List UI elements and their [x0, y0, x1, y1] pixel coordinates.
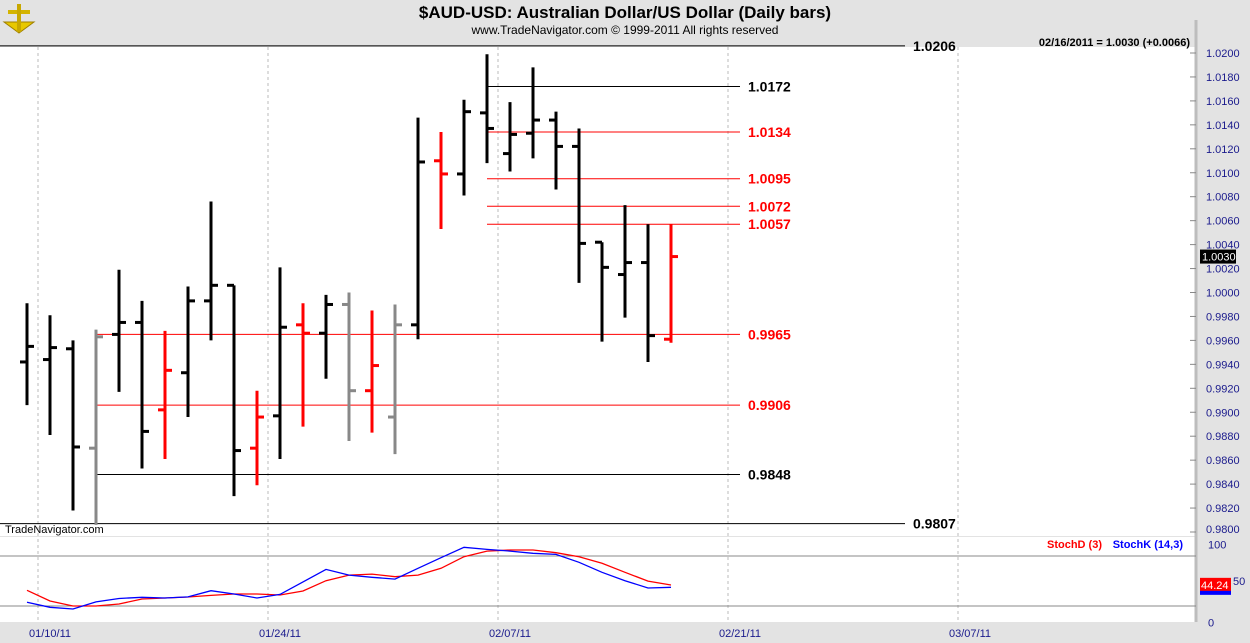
ohlc-bar	[20, 303, 34, 406]
ohlc-bar	[388, 304, 402, 455]
ohlc-bar	[250, 390, 264, 486]
level-label: 0.9848	[748, 467, 791, 483]
ohlc-bar	[503, 102, 517, 172]
x-tick-label: 02/07/11	[489, 628, 531, 640]
ohlc-bar	[112, 269, 126, 392]
ohlc-bar	[572, 128, 586, 283]
level-label: 0.9807	[913, 516, 956, 532]
y-tick-label: 1.0200	[1206, 48, 1240, 60]
y-tick-label: 1.0000	[1206, 288, 1240, 300]
last-price-badge	[1200, 249, 1236, 264]
y-tick-label: 0.9900	[1206, 407, 1240, 419]
ohlc-bar	[273, 267, 287, 459]
ohlc-bar	[158, 330, 172, 459]
level-label: 1.0072	[748, 198, 791, 214]
y-tick-label: 1.0180	[1206, 72, 1240, 84]
level-label: 1.0134	[748, 124, 791, 140]
ohlc-bar	[342, 292, 356, 441]
ohlc-bar	[641, 224, 655, 362]
copyright: www.TradeNavigator.com © 1999-2011 All r…	[471, 23, 779, 37]
y-tick-label: 1.0080	[1206, 192, 1240, 204]
x-tick-label: 03/07/11	[949, 628, 991, 640]
ohlc-bar	[595, 240, 609, 342]
price-panel[interactable]	[0, 47, 1196, 536]
y-tick-label: 0.9940	[1206, 359, 1240, 371]
level-label: 1.0172	[748, 79, 791, 95]
x-tick-label: 01/10/11	[29, 628, 71, 640]
ohlc-bar	[66, 340, 80, 511]
watermark: TradeNavigator.com	[5, 524, 104, 536]
ohlc-bar	[434, 132, 448, 230]
stoch-panel[interactable]	[0, 537, 1196, 622]
stoch-last-label: 44.24	[1201, 580, 1229, 592]
level-label: 1.0095	[748, 171, 791, 187]
ohlc-bar	[319, 294, 333, 379]
ohlc-bar	[411, 117, 425, 340]
x-tick-label: 02/21/11	[719, 628, 761, 640]
y-tick-label: 1.0020	[1206, 264, 1240, 276]
ohlc-bar	[204, 201, 218, 341]
stochk-legend: StochK (14,3)	[1113, 539, 1184, 551]
ohlc-bar	[135, 300, 149, 469]
ohlc-bar	[457, 99, 471, 196]
last-price-label: 1.0030	[1202, 252, 1236, 264]
y-tick-label: 1.0120	[1206, 144, 1240, 156]
ohlc-bar	[296, 303, 310, 427]
level-label: 1.0057	[748, 216, 791, 232]
y-tick-label: 0.9980	[1206, 311, 1240, 323]
y-tick-label: 0.9820	[1206, 503, 1240, 515]
y-tick-label: 1.0060	[1206, 216, 1240, 228]
quote-readout: 02/16/2011 = 1.0030 (+0.0066)	[1039, 37, 1190, 49]
y-tick-label: 0.9960	[1206, 335, 1240, 347]
sextant-logo	[2, 4, 36, 34]
y-tick-label: 0.9880	[1206, 431, 1240, 443]
level-label: 0.9906	[748, 397, 791, 413]
y-tick-label: 1.0040	[1206, 240, 1240, 252]
ohlc-bar	[549, 111, 563, 190]
level-label: 1.0206	[913, 38, 956, 54]
y-tick-label: 0.9860	[1206, 455, 1240, 467]
y-tick-label: 1.0100	[1206, 168, 1240, 180]
stoch-d-badge	[1200, 577, 1231, 591]
stochd-legend: StochD (3)	[1047, 539, 1102, 551]
y-tick-label: 0.9840	[1206, 479, 1240, 491]
y-tick-label: 0.9800	[1206, 524, 1240, 536]
ohlc-bar	[227, 283, 241, 497]
stoch-tick-label: 100	[1208, 539, 1226, 551]
ohlc-bar	[181, 286, 195, 418]
level-label: 0.9965	[748, 326, 791, 342]
ohlc-bar	[365, 310, 379, 433]
stoch-tick-label: 0	[1208, 618, 1214, 630]
ohlc-bar	[664, 224, 678, 343]
y-tick-label: 1.0160	[1206, 96, 1240, 108]
ohlc-bar	[480, 54, 494, 164]
ohlc-bar	[89, 329, 103, 525]
x-tick-label: 01/24/11	[259, 628, 301, 640]
ohlc-bar	[43, 315, 57, 436]
y-tick-label: 1.0140	[1206, 120, 1240, 132]
stoch-tick-label: 50	[1233, 576, 1245, 588]
chart-title: $AUD-USD: Australian Dollar/US Dollar (D…	[419, 3, 831, 22]
y-tick-label: 0.9920	[1206, 383, 1240, 395]
ohlc-bar	[526, 67, 540, 159]
ohlc-bar	[618, 205, 632, 318]
